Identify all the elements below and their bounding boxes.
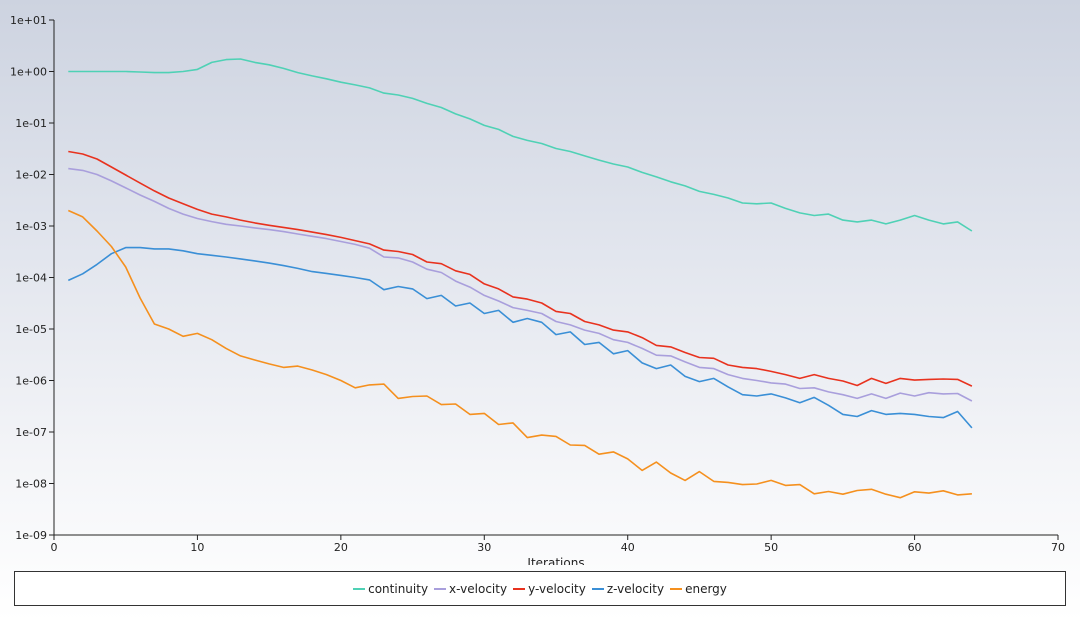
legend-swatch	[434, 587, 447, 590]
x-tick-label: 0	[51, 541, 58, 554]
y-tick-label: 1e-03	[15, 220, 47, 233]
x-tick-label: 10	[190, 541, 204, 554]
series-line-continuity	[68, 58, 973, 232]
legend-item-continuity: continuity	[353, 582, 428, 596]
legend-swatch	[513, 587, 526, 590]
x-tick-label: 60	[908, 541, 922, 554]
legend-item-z-velocity: z-velocity	[591, 581, 665, 596]
series-line-z-velocity	[67, 246, 973, 429]
y-tick-label: 1e-09	[15, 529, 47, 542]
y-tick-label: 1e-01	[15, 117, 47, 130]
x-axis-title: Iterations	[527, 556, 584, 565]
legend-label: energy	[685, 581, 727, 596]
legend: continuity x-velocity y-velocity z-velocity…	[14, 571, 1066, 606]
y-tick-label: 1e-05	[15, 323, 47, 336]
legend-label: continuity	[368, 581, 429, 596]
y-tick-label: 1e-06	[15, 375, 47, 388]
legend-item-y-velocity: y-velocity	[513, 582, 586, 596]
x-tick-label: 30	[477, 541, 491, 554]
series-line-x-velocity	[68, 167, 973, 402]
x-tick-label: 20	[334, 541, 348, 554]
legend-label: x-velocity	[449, 581, 508, 596]
legend-label: z-velocity	[606, 581, 665, 596]
series-line-y-velocity	[68, 150, 973, 387]
x-tick-label: 70	[1051, 541, 1065, 554]
x-tick-label: 40	[621, 541, 635, 554]
legend-swatch	[353, 587, 366, 590]
series-layer	[67, 58, 973, 499]
axes-layer	[53, 20, 1058, 536]
series-line-energy	[67, 209, 972, 499]
x-tick-label: 50	[764, 541, 778, 554]
legend-swatch	[670, 587, 683, 590]
ticks-layer: 0 10 20 30 40 50 60 70 1e-09 1e-08 1e-07 1e-06 1e-05…	[10, 14, 1065, 554]
legend-item-energy: energy	[670, 582, 727, 596]
y-tick-label: 1e-07	[15, 426, 47, 439]
y-tick-label: 1e+00	[10, 66, 47, 79]
y-tick-label: 1e-04	[15, 272, 47, 285]
y-tick-label: 1e-02	[15, 169, 47, 182]
legend-item-x-velocity: x-velocity	[434, 582, 507, 596]
y-tick-label: 1e+01	[10, 14, 47, 27]
legend-label: y-velocity	[528, 581, 586, 596]
legend-swatch	[591, 587, 604, 590]
y-tick-label: 1e-08	[15, 478, 47, 491]
residuals-chart: 0 10 20 30 40 50 60 70 1e-09 1e-08 1e-07 1e-06 1e-05…	[10, 14, 1065, 565]
